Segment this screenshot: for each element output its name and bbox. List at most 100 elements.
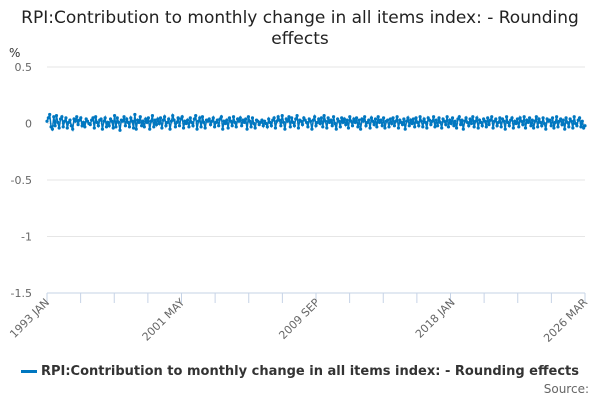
- data-point: [61, 125, 65, 129]
- data-point: [490, 115, 494, 119]
- data-point: [448, 118, 452, 122]
- data-point: [199, 125, 203, 129]
- data-point: [436, 124, 440, 128]
- data-point: [45, 119, 49, 123]
- data-point: [250, 116, 255, 120]
- data-point: [461, 127, 465, 131]
- data-point: [237, 119, 241, 123]
- data-point: [334, 127, 338, 131]
- data-point: [396, 126, 401, 130]
- data-point: [326, 116, 330, 120]
- data-point: [94, 115, 98, 119]
- data-point: [368, 126, 372, 130]
- data-point: [577, 116, 582, 120]
- data-point: [414, 116, 418, 120]
- data-point: [115, 116, 119, 120]
- data-point: [333, 121, 337, 126]
- data-point: [267, 117, 271, 121]
- data-point: [104, 125, 109, 129]
- data-point: [168, 127, 172, 131]
- data-point: [498, 116, 502, 120]
- data-point: [423, 120, 428, 124]
- data-point: [386, 118, 390, 122]
- data-point: [341, 120, 345, 124]
- data-point: [406, 116, 410, 120]
- data-point: [280, 113, 284, 118]
- data-point: [311, 118, 315, 122]
- data-point: [437, 116, 441, 120]
- data-point: [430, 119, 434, 123]
- data-point: [319, 116, 324, 120]
- data-point: [175, 120, 179, 124]
- data-point: [152, 125, 156, 129]
- data-point: [173, 125, 178, 129]
- data-point: [517, 125, 521, 129]
- data-point: [388, 117, 392, 121]
- data-point: [76, 123, 80, 127]
- data-point: [473, 119, 478, 123]
- data-point: [192, 117, 196, 121]
- data-point: [313, 115, 317, 119]
- data-point: [126, 120, 130, 124]
- data-point: [511, 126, 515, 130]
- source-label: Source:: [543, 382, 589, 396]
- data-point: [364, 124, 368, 128]
- data-point: [425, 126, 429, 130]
- data-point: [322, 113, 326, 118]
- data-point: [92, 126, 96, 130]
- data-point: [227, 116, 232, 120]
- data-point: [359, 127, 363, 131]
- data-point: [196, 119, 200, 123]
- data-point: [317, 117, 321, 121]
- data-point: [475, 116, 479, 120]
- data-point: [540, 124, 544, 128]
- data-point: [444, 123, 448, 127]
- data-point: [195, 127, 199, 131]
- data-point: [187, 125, 191, 129]
- data-point: [252, 121, 256, 126]
- data-point: [48, 112, 52, 117]
- data-point: [133, 112, 137, 117]
- data-point: [330, 124, 334, 128]
- data-point: [446, 125, 451, 129]
- data-point: [283, 127, 287, 131]
- data-point: [246, 115, 251, 119]
- data-point: [287, 115, 291, 119]
- data-point: [337, 119, 341, 123]
- data-point: [91, 116, 95, 120]
- data-point: [496, 120, 501, 124]
- data-point: [112, 113, 117, 118]
- data-point: [234, 125, 238, 129]
- data-point: [561, 118, 565, 122]
- data-point: [281, 120, 286, 124]
- data-point: [556, 125, 560, 129]
- data-point: [211, 116, 215, 120]
- data-point: [331, 115, 336, 119]
- data-point: [460, 118, 464, 122]
- data-point: [165, 120, 169, 124]
- data-point: [506, 120, 510, 124]
- data-point: [261, 124, 265, 128]
- data-point: [131, 126, 136, 130]
- data-point: [494, 117, 498, 121]
- data-point: [321, 125, 325, 129]
- data-point: [225, 118, 229, 122]
- data-point: [356, 125, 360, 129]
- data-point: [142, 125, 146, 129]
- data-point: [579, 125, 583, 129]
- data-point: [129, 116, 133, 120]
- data-point: [480, 124, 484, 128]
- data-point: [510, 116, 514, 120]
- y-axis-label: %: [9, 46, 20, 60]
- data-point: [526, 120, 530, 124]
- data-point: [391, 116, 395, 120]
- data-point: [469, 121, 474, 126]
- data-point: [533, 119, 537, 123]
- data-point: [117, 120, 121, 124]
- data-point: [559, 117, 563, 121]
- data-point: [191, 124, 195, 128]
- legend[interactable]: RPI:Contribution to monthly change in al…: [0, 364, 600, 379]
- x-tick-label: 2026 MAR: [541, 296, 590, 345]
- data-point: [373, 117, 378, 121]
